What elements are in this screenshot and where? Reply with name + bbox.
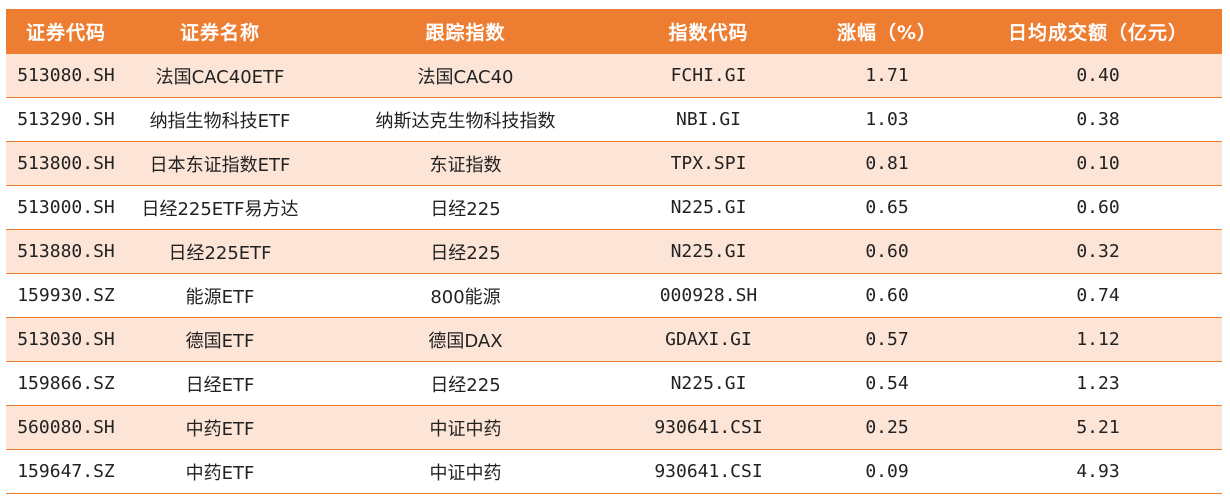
cell-change-pct: 0.54	[800, 361, 974, 406]
cell-change-pct: 0.25	[800, 405, 974, 450]
cell-security-name: 能源ETF	[126, 273, 314, 318]
header-change-pct: 涨幅（%）	[800, 9, 974, 54]
cell-tracking-index: 中证中药	[314, 405, 617, 450]
cell-tracking-index: 德国DAX	[314, 317, 617, 362]
cell-tracking-index: 纳斯达克生物科技指数	[314, 97, 617, 142]
cell-security-name: 日经225ETF易方达	[126, 185, 314, 230]
cell-tracking-index: 中证中药	[314, 449, 617, 494]
cell-avg-turnover: 0.60	[974, 185, 1222, 230]
cell-index-code: 930641.CSI	[617, 405, 800, 450]
cell-index-code: FCHI.GI	[617, 54, 800, 98]
cell-security-name: 中药ETF	[126, 449, 314, 494]
cell-security-name: 日经ETF	[126, 361, 314, 406]
cell-avg-turnover: 0.32	[974, 229, 1222, 274]
table-row: 513880.SH 日经225ETF 日经225 N225.GI 0.60 0.…	[6, 229, 1222, 274]
header-avg-turnover: 日均成交额（亿元）	[974, 9, 1222, 54]
table-row: 159866.SZ 日经ETF 日经225 N225.GI 0.54 1.23	[6, 361, 1222, 406]
cell-security-code: 159930.SZ	[6, 273, 126, 318]
table-row: 159930.SZ 能源ETF 800能源 000928.SH 0.60 0.7…	[6, 273, 1222, 318]
cell-security-code: 513030.SH	[6, 317, 126, 362]
cell-security-code: 159647.SZ	[6, 449, 126, 494]
cell-index-code: N225.GI	[617, 361, 800, 406]
cell-index-code: 930641.CSI	[617, 449, 800, 494]
cell-change-pct: 0.65	[800, 185, 974, 230]
table-header-row: 证券代码 证券名称 跟踪指数 指数代码 涨幅（%） 日均成交额（亿元）	[6, 9, 1222, 54]
cell-change-pct: 1.03	[800, 97, 974, 142]
cell-tracking-index: 东证指数	[314, 141, 617, 186]
cell-change-pct: 0.60	[800, 229, 974, 274]
cell-change-pct: 0.09	[800, 449, 974, 494]
cell-security-code: 513800.SH	[6, 141, 126, 186]
cell-change-pct: 1.71	[800, 54, 974, 98]
header-security-code: 证券代码	[6, 9, 126, 54]
cell-index-code: 000928.SH	[617, 273, 800, 318]
header-index-code: 指数代码	[617, 9, 800, 54]
cell-security-code: 513080.SH	[6, 54, 126, 98]
cell-index-code: TPX.SPI	[617, 141, 800, 186]
header-security-name: 证券名称	[126, 9, 314, 54]
cell-tracking-index: 日经225	[314, 361, 617, 406]
cell-change-pct: 0.81	[800, 141, 974, 186]
cell-avg-turnover: 0.10	[974, 141, 1222, 186]
cell-index-code: NBI.GI	[617, 97, 800, 142]
cell-avg-turnover: 1.23	[974, 361, 1222, 406]
cell-security-name: 中药ETF	[126, 405, 314, 450]
cell-tracking-index: 法国CAC40	[314, 54, 617, 98]
cell-security-code: 560080.SH	[6, 405, 126, 450]
etf-table: 证券代码 证券名称 跟踪指数 指数代码 涨幅（%） 日均成交额（亿元） 5130…	[6, 9, 1222, 494]
table-row: 560080.SH 中药ETF 中证中药 930641.CSI 0.25 5.2…	[6, 405, 1222, 450]
cell-security-name: 纳指生物科技ETF	[126, 97, 314, 142]
cell-security-code: 513290.SH	[6, 97, 126, 142]
cell-avg-turnover: 1.12	[974, 317, 1222, 362]
cell-index-code: GDAXI.GI	[617, 317, 800, 362]
table-row: 513080.SH 法国CAC40ETF 法国CAC40 FCHI.GI 1.7…	[6, 54, 1222, 98]
cell-tracking-index: 日经225	[314, 229, 617, 274]
cell-avg-turnover: 0.38	[974, 97, 1222, 142]
cell-index-code: N225.GI	[617, 229, 800, 274]
cell-change-pct: 0.57	[800, 317, 974, 362]
cell-security-code: 513000.SH	[6, 185, 126, 230]
cell-security-name: 日本东证指数ETF	[126, 141, 314, 186]
cell-index-code: N225.GI	[617, 185, 800, 230]
cell-security-name: 德国ETF	[126, 317, 314, 362]
table-row: 513800.SH 日本东证指数ETF 东证指数 TPX.SPI 0.81 0.…	[6, 141, 1222, 186]
cell-avg-turnover: 0.40	[974, 54, 1222, 98]
cell-avg-turnover: 4.93	[974, 449, 1222, 494]
header-tracking-index: 跟踪指数	[314, 9, 617, 54]
table-row: 513290.SH 纳指生物科技ETF 纳斯达克生物科技指数 NBI.GI 1.…	[6, 97, 1222, 142]
cell-tracking-index: 800能源	[314, 273, 617, 318]
cell-tracking-index: 日经225	[314, 185, 617, 230]
cell-security-name: 法国CAC40ETF	[126, 54, 314, 98]
cell-avg-turnover: 0.74	[974, 273, 1222, 318]
table-row: 159647.SZ 中药ETF 中证中药 930641.CSI 0.09 4.9…	[6, 449, 1222, 494]
table-row: 513030.SH 德国ETF 德国DAX GDAXI.GI 0.57 1.12	[6, 317, 1222, 362]
cell-security-name: 日经225ETF	[126, 229, 314, 274]
cell-security-code: 513880.SH	[6, 229, 126, 274]
cell-avg-turnover: 5.21	[974, 405, 1222, 450]
cell-change-pct: 0.60	[800, 273, 974, 318]
table-row: 513000.SH 日经225ETF易方达 日经225 N225.GI 0.65…	[6, 185, 1222, 230]
cell-security-code: 159866.SZ	[6, 361, 126, 406]
